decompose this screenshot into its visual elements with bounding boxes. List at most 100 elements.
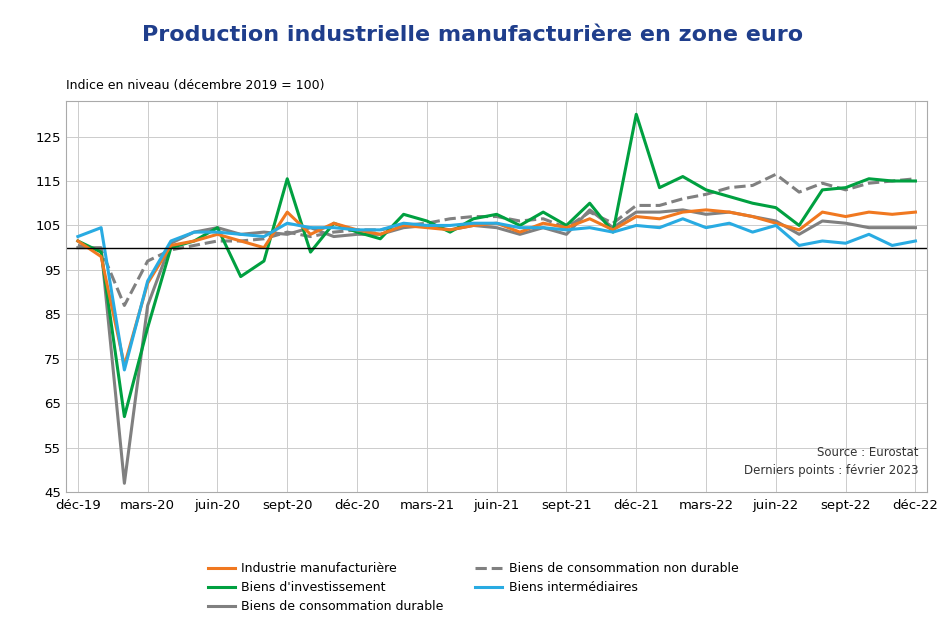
Biens de consommation non durable	[212, 237, 223, 245]
Biens d'investissement	[118, 413, 130, 420]
Biens intermédiaires	[305, 224, 316, 232]
Biens intermédiaires	[491, 220, 502, 227]
Biens d'investissement	[561, 221, 572, 229]
Biens d'investissement	[607, 228, 619, 236]
Biens d'investissement	[886, 177, 898, 185]
Biens de consommation durable	[445, 226, 456, 233]
Biens de consommation non durable	[654, 202, 665, 209]
Biens intermédiaires	[282, 220, 293, 227]
Biens de consommation non durable	[188, 242, 200, 249]
Industrie manufacturière	[700, 206, 711, 214]
Text: Source : Eurostat
Derniers points : février 2023: Source : Eurostat Derniers points : févr…	[744, 445, 919, 476]
Biens de consommation durable	[398, 224, 410, 232]
Biens de consommation non durable	[235, 237, 246, 245]
Biens d'investissement	[235, 273, 246, 280]
Industrie manufacturière	[631, 213, 642, 220]
Industrie manufacturière	[491, 220, 502, 227]
Biens de consommation durable	[910, 224, 921, 232]
Biens de consommation durable	[351, 230, 362, 238]
Biens intermédiaires	[515, 224, 526, 232]
Industrie manufacturière	[235, 237, 246, 245]
Industrie manufacturière	[398, 221, 410, 229]
Biens de consommation durable	[677, 206, 689, 214]
Biens de consommation durable	[328, 233, 340, 240]
Industrie manufacturière	[515, 228, 526, 236]
Biens d'investissement	[910, 177, 921, 185]
Biens de consommation durable	[607, 224, 619, 232]
Biens de consommation non durable	[282, 228, 293, 236]
Biens intermédiaires	[747, 228, 759, 236]
Biens de consommation durable	[375, 230, 386, 238]
Biens intermédiaires	[700, 224, 711, 232]
Biens de consommation durable	[631, 208, 642, 216]
Industrie manufacturière	[351, 226, 362, 233]
Line: Industrie manufacturière: Industrie manufacturière	[78, 210, 916, 365]
Biens de consommation durable	[770, 217, 781, 225]
Industrie manufacturière	[816, 208, 828, 216]
Biens de consommation non durable	[864, 179, 875, 187]
Industrie manufacturière	[910, 208, 921, 216]
Biens de consommation durable	[654, 208, 665, 216]
Biens de consommation durable	[188, 228, 200, 236]
Biens de consommation durable	[561, 230, 572, 238]
Biens de consommation non durable	[747, 182, 759, 189]
Biens intermédiaires	[351, 226, 362, 233]
Biens d'investissement	[794, 221, 805, 229]
Biens de consommation non durable	[770, 170, 781, 178]
Industrie manufacturière	[886, 211, 898, 218]
Biens de consommation non durable	[467, 213, 479, 220]
Biens de consommation durable	[467, 221, 479, 229]
Legend: Industrie manufacturière, Biens d'investissement, Biens de consommation durable,: Industrie manufacturière, Biens d'invest…	[202, 557, 744, 618]
Biens de consommation durable	[840, 220, 851, 227]
Biens de consommation non durable	[328, 228, 340, 236]
Biens intermédiaires	[677, 215, 689, 223]
Biens de consommation non durable	[351, 226, 362, 233]
Biens intermédiaires	[816, 237, 828, 245]
Biens d'investissement	[491, 211, 502, 218]
Biens d'investissement	[166, 244, 177, 251]
Industrie manufacturière	[166, 242, 177, 249]
Text: Production industrielle manufacturière en zone euro: Production industrielle manufacturière e…	[143, 25, 803, 45]
Industrie manufacturière	[747, 213, 759, 220]
Biens de consommation non durable	[631, 202, 642, 209]
Biens de consommation non durable	[700, 191, 711, 198]
Line: Biens de consommation non durable: Biens de consommation non durable	[78, 174, 916, 305]
Biens d'investissement	[328, 220, 340, 227]
Industrie manufacturière	[770, 220, 781, 227]
Biens de consommation non durable	[910, 175, 921, 182]
Industrie manufacturière	[282, 208, 293, 216]
Industrie manufacturière	[864, 208, 875, 216]
Biens d'investissement	[467, 215, 479, 223]
Biens intermédiaires	[421, 221, 432, 229]
Biens intermédiaires	[212, 228, 223, 236]
Biens de consommation non durable	[375, 226, 386, 233]
Industrie manufacturière	[537, 220, 549, 227]
Biens de consommation durable	[305, 224, 316, 232]
Biens de consommation durable	[258, 228, 270, 236]
Biens intermédiaires	[631, 221, 642, 229]
Biens intermédiaires	[561, 226, 572, 233]
Biens intermédiaires	[166, 237, 177, 245]
Biens intermédiaires	[467, 220, 479, 227]
Biens de consommation non durable	[398, 221, 410, 229]
Biens de consommation non durable	[142, 257, 153, 265]
Biens d'investissement	[212, 224, 223, 232]
Biens d'investissement	[584, 199, 595, 207]
Industrie manufacturière	[72, 237, 83, 245]
Biens de consommation durable	[282, 230, 293, 238]
Biens de consommation durable	[515, 230, 526, 238]
Biens intermédiaires	[584, 224, 595, 232]
Biens intermédiaires	[770, 221, 781, 229]
Biens intermédiaires	[328, 224, 340, 232]
Biens de consommation non durable	[305, 233, 316, 240]
Biens de consommation non durable	[724, 184, 735, 191]
Biens de consommation durable	[584, 206, 595, 214]
Biens de consommation non durable	[794, 188, 805, 196]
Biens de consommation non durable	[421, 220, 432, 227]
Industrie manufacturière	[561, 224, 572, 232]
Biens intermédiaires	[654, 224, 665, 232]
Biens d'investissement	[282, 175, 293, 182]
Line: Biens d'investissement: Biens d'investissement	[78, 114, 916, 416]
Biens intermédiaires	[607, 228, 619, 236]
Biens intermédiaires	[188, 228, 200, 236]
